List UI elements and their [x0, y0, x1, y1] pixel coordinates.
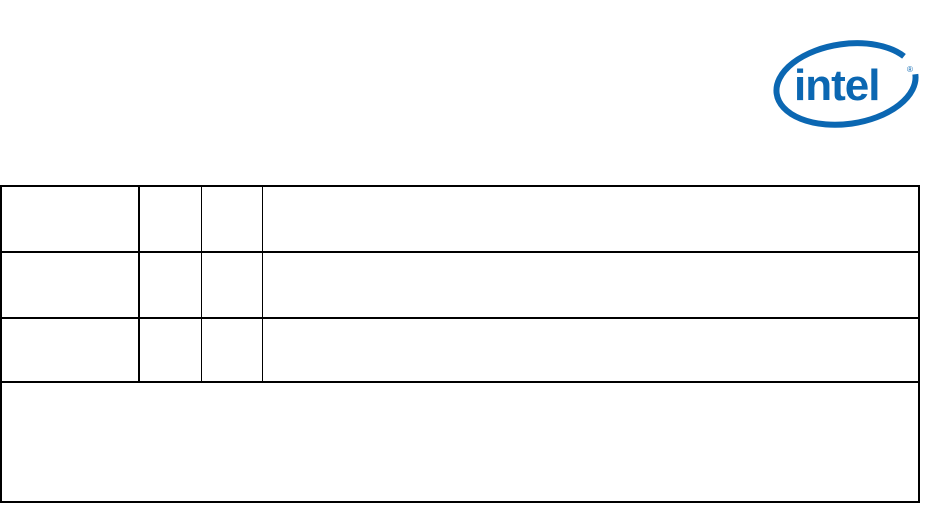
- logo-text: intel: [794, 61, 879, 110]
- row-divider: [0, 251, 920, 253]
- column-divider: [138, 185, 140, 382]
- table-border-right: [918, 185, 920, 502]
- logo-registered-mark: ®: [907, 65, 913, 74]
- row-divider: [0, 317, 920, 319]
- document-table: [0, 185, 920, 503]
- column-divider: [201, 185, 202, 382]
- logo-swoosh: [773, 40, 919, 128]
- table-border-top: [0, 185, 920, 187]
- intel-logo: intel ®: [773, 40, 919, 128]
- table-border-bottom: [0, 501, 920, 503]
- column-divider: [262, 185, 263, 382]
- table-border-left: [0, 185, 2, 502]
- row-divider: [0, 381, 920, 383]
